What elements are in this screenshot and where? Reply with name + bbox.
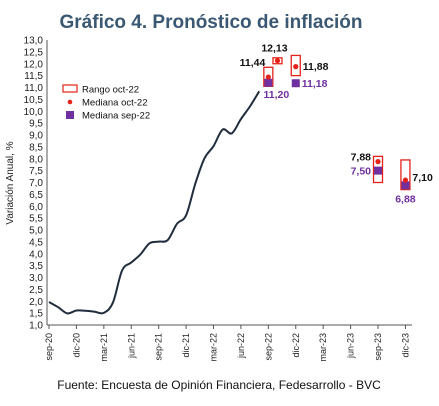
median-oct22-marker xyxy=(274,58,281,64)
y-tick-label: 10,5 xyxy=(24,95,44,106)
x-tick-label: jun-23 xyxy=(346,333,356,359)
source-note: Fuente: Encuesta de Opinión Financiera, … xyxy=(57,378,381,392)
y-axis-label: Variación Anual, % xyxy=(5,141,16,224)
median-oct22-marker xyxy=(265,74,271,80)
y-tick-label: 12,0 xyxy=(24,59,44,70)
median-sep22-marker xyxy=(401,181,410,190)
legend-label: Mediana sep-22 xyxy=(82,111,150,122)
y-tick-label: 13,0 xyxy=(24,36,44,47)
y-tick-label: 4,5 xyxy=(29,237,43,248)
x-tick-label: dic-21 xyxy=(181,333,191,358)
median-oct22-label: 7,88 xyxy=(351,152,372,164)
x-tick-label: dic-22 xyxy=(291,333,301,358)
y-tick-label: 6,0 xyxy=(29,202,43,213)
median-oct22-label: 7,10 xyxy=(412,172,433,184)
median-sep22-marker xyxy=(374,166,383,175)
median-oct22-marker xyxy=(402,177,409,183)
x-tick-label: mar-22 xyxy=(209,333,219,362)
median-sep22-label: 11,18 xyxy=(302,78,328,90)
median-sep22-label: 7,50 xyxy=(351,166,372,178)
legend-swatch-median-oct22 xyxy=(67,99,73,105)
x-axis: sep-20 dic-20 mar-21 jun-21 sep-21 dic-21 mar-… xyxy=(44,324,412,362)
x-tick-label: sep-22 xyxy=(263,333,273,361)
legend-swatch-range xyxy=(62,84,78,93)
range-box xyxy=(290,54,301,77)
y-tick-label: 9,5 xyxy=(29,119,43,130)
y-tick-label: 11,0 xyxy=(24,83,43,94)
x-tick-label: mar-21 xyxy=(99,333,109,362)
y-tick-label: 4,0 xyxy=(29,249,43,260)
median-oct22-marker xyxy=(375,159,381,165)
x-tick-label: mar-23 xyxy=(318,333,328,362)
x-tick-label: sep-21 xyxy=(154,333,164,361)
x-tick-label: jun-21 xyxy=(126,333,136,359)
y-tick-label: 2,5 xyxy=(29,285,43,296)
y-tick-label: 3,0 xyxy=(29,273,43,284)
x-tick-label: dic-23 xyxy=(400,333,410,358)
median-sep22-label: 6,88 xyxy=(395,193,416,205)
x-tick-label: sep-23 xyxy=(373,333,383,361)
y-tick-label: 7,5 xyxy=(29,166,43,177)
plot-area: 11,20 11,18 7,50 6,88 11,44 12,13 11,88 7,88 7,1… xyxy=(48,43,433,315)
median-sep22-label: 11,20 xyxy=(263,89,289,101)
y-tick-label: 12,5 xyxy=(24,47,44,58)
y-tick-label: 8,0 xyxy=(29,154,43,165)
x-tick-label: dic-20 xyxy=(71,333,81,358)
median-sep22-marker xyxy=(264,78,273,87)
y-tick-label: 5,5 xyxy=(29,214,43,225)
y-tick-label: 1,0 xyxy=(29,321,43,332)
range-box xyxy=(372,155,384,184)
y-tick-label: 7,0 xyxy=(29,178,43,189)
legend-label: Rango oct-22 xyxy=(82,85,139,96)
legend-swatch-median-sep22 xyxy=(66,111,74,119)
y-axis: 1,01,52,02,53,03,54,04,55,05,56,06,57,07… xyxy=(24,36,48,332)
chart-title: Gráfico 4. Pronóstico de inflación xyxy=(60,12,363,33)
median-oct22-label: 11,44 xyxy=(240,57,266,69)
y-tick-label: 9,0 xyxy=(29,131,43,142)
y-tick-label: 2,0 xyxy=(29,297,43,308)
range-box xyxy=(272,57,283,65)
legend-label: Mediana oct-22 xyxy=(82,98,147,109)
median-oct22-label: 12,13 xyxy=(261,43,287,55)
x-tick-label: jun-22 xyxy=(236,333,246,359)
median-oct22-label: 11,88 xyxy=(303,61,329,73)
range-box xyxy=(400,159,411,191)
y-tick-label: 1,5 xyxy=(29,309,43,320)
y-tick-label: 11,5 xyxy=(24,71,43,82)
y-tick-label: 5,0 xyxy=(29,226,43,237)
y-tick-label: 10,0 xyxy=(24,107,44,118)
legend: Rango oct-22 Mediana oct-22 Mediana sep-22 xyxy=(62,84,150,122)
x-tick-label: sep-20 xyxy=(44,333,54,361)
y-tick-label: 6,5 xyxy=(29,190,43,201)
y-tick-label: 3,5 xyxy=(29,261,43,272)
inflation-line xyxy=(48,90,261,315)
y-tick-label: 8,5 xyxy=(29,142,43,153)
median-oct22-marker xyxy=(293,64,299,70)
median-sep22-marker xyxy=(291,79,300,88)
